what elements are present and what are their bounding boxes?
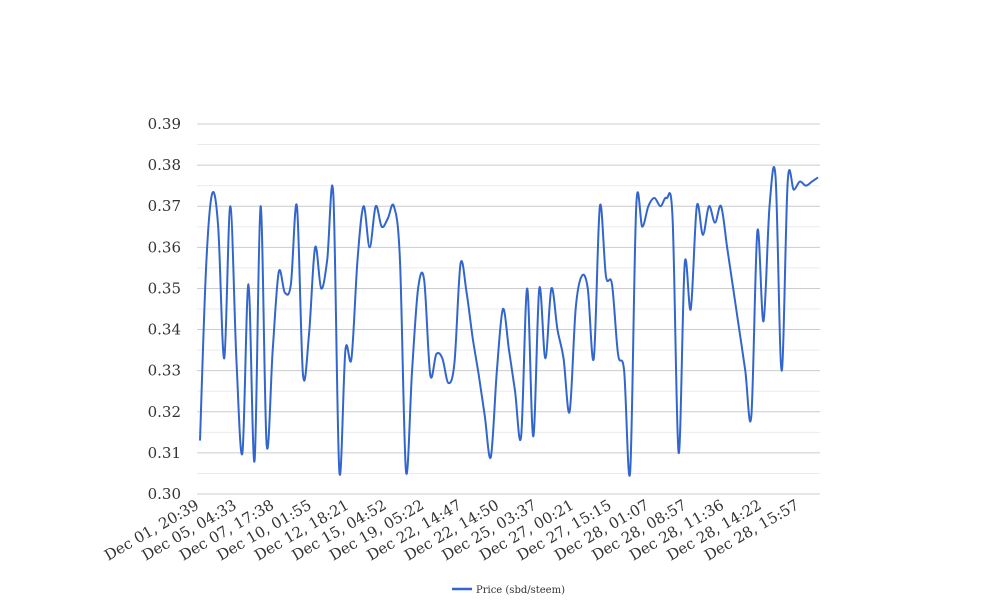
series-group bbox=[199, 166, 819, 477]
y-tick-label: 0.39 bbox=[148, 115, 181, 133]
y-tick-label: 0.31 bbox=[148, 444, 181, 462]
y-tick-label: 0.30 bbox=[148, 485, 181, 503]
y-tick-label: 0.32 bbox=[148, 403, 181, 421]
y-tick-label: 0.36 bbox=[148, 238, 181, 256]
legend-label: Price (sbd/steem) bbox=[476, 585, 565, 596]
gridlines bbox=[197, 123, 820, 495]
y-axis-tick-labels: 0.30 0.31 0.32 0.33 0.34 0.35 0.36 0.37 0.38 0.39 bbox=[148, 115, 181, 503]
y-tick-label: 0.33 bbox=[148, 362, 181, 380]
y-tick-label: 0.37 bbox=[148, 197, 181, 215]
legend: Price (sbd/steem) bbox=[452, 585, 565, 596]
series-line-price bbox=[199, 166, 819, 477]
y-tick-label: 0.34 bbox=[148, 321, 181, 339]
y-tick-label: 0.35 bbox=[148, 279, 181, 297]
y-tick-label: 0.38 bbox=[148, 156, 181, 174]
